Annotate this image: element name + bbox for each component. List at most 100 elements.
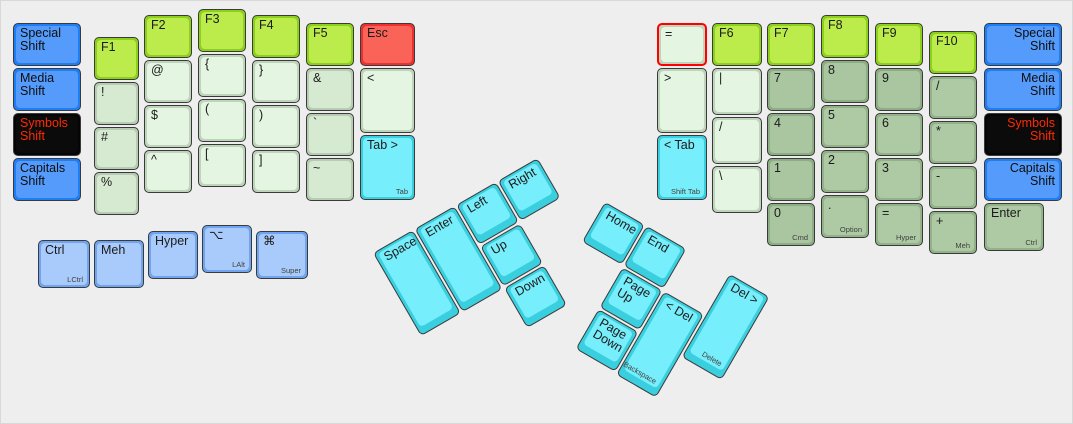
key-label: F1 (101, 40, 116, 54)
left-inner-column-key-3[interactable]: ~ (306, 158, 354, 201)
key-sublabel: LCtrl (67, 275, 83, 284)
left-pinky-column-key-1[interactable]: ! (94, 82, 139, 125)
key-cap: ⌘ Super (259, 234, 305, 276)
key-cap: F10 (932, 34, 974, 71)
left-inner-column-key-0[interactable]: F5 (306, 23, 354, 66)
right-ring-column-key-1[interactable]: 9 (875, 68, 923, 111)
right-shift-column-key-2[interactable]: Symbols Shift (984, 113, 1062, 156)
right-middle-column-key-2[interactable]: 5 (821, 105, 869, 148)
right-pinky-column-key-1[interactable]: / (929, 76, 977, 119)
key-label: Left (464, 193, 490, 216)
key-cap: . Option (824, 198, 866, 235)
key-cap: 9 (878, 71, 920, 108)
left-pinky-column-key-3[interactable]: % (94, 172, 139, 215)
left-ring-column-key-0[interactable]: F2 (144, 15, 192, 58)
left-super-key[interactable]: ⌘ Super (256, 231, 308, 279)
right-inner-column-key-3[interactable]: \ (712, 166, 762, 213)
key-sublabel: Delete (700, 349, 724, 369)
left-index-column-key-3[interactable]: ] (252, 150, 300, 193)
key-sublabel: Option (839, 225, 862, 234)
key-label: F6 (719, 26, 734, 40)
right-far-inner-column-key-2[interactable]: < Tab Shift Tab (657, 135, 707, 200)
left-shift-column-key-3[interactable]: Capitals Shift (13, 158, 81, 201)
key-label: F7 (774, 26, 789, 40)
right-pinky-column-key-2[interactable]: * (929, 121, 977, 164)
key-cap: 1 (770, 161, 812, 198)
right-index-column-key-2[interactable]: 4 (767, 113, 815, 156)
left-index-column-key-0[interactable]: F4 (252, 15, 300, 58)
key-label: ( (205, 102, 210, 116)
left-ring-column-key-1[interactable]: @ (144, 60, 192, 103)
right-middle-column-key-1[interactable]: 8 (821, 60, 869, 103)
key-label: F2 (151, 18, 166, 32)
key-cap: > (660, 71, 704, 130)
left-far-inner-column-key-0[interactable]: Esc (360, 23, 415, 66)
right-index-column-key-3[interactable]: 1 (767, 158, 815, 201)
left-shift-column-key-2[interactable]: Symbols Shift (13, 113, 81, 156)
right-inner-column-key-1[interactable]: | (712, 68, 762, 115)
key-cap: { (201, 57, 243, 94)
right-ring-column-key-2[interactable]: 6 (875, 113, 923, 156)
left-index-column-key-1[interactable]: } (252, 60, 300, 103)
left-inner-column-key-1[interactable]: & (306, 68, 354, 111)
key-cap: Special Shift (987, 26, 1059, 63)
right-shift-column-key-1[interactable]: Media Shift (984, 68, 1062, 111)
key-cap: Symbols Shift (16, 116, 78, 153)
key-label: 4 (774, 116, 781, 130)
key-label: Special Shift (1014, 26, 1055, 53)
key-cap: * (932, 124, 974, 161)
key-cap: ) (255, 108, 297, 145)
right-ring-column-key-0[interactable]: F9 (875, 23, 923, 66)
left-hyper-key[interactable]: Hyper (148, 231, 198, 279)
right-middle-column-key-0[interactable]: F8 (821, 15, 869, 58)
key-cap: - (932, 169, 974, 206)
left-pinky-column-key-0[interactable]: F1 (94, 37, 139, 80)
right-pinky-column-key-3[interactable]: - (929, 166, 977, 209)
key-cap: Left (461, 186, 512, 236)
left-middle-column-key-3[interactable]: [ (198, 144, 246, 187)
right-middle-column-key-3[interactable]: 2 (821, 150, 869, 193)
key-label: Space (381, 233, 420, 264)
right-far-inner-column-key-1[interactable]: > (657, 68, 707, 133)
right-far-inner-column-key-0[interactable]: = (657, 23, 707, 66)
key-sublabel: Hyper (895, 233, 916, 242)
key-label: 5 (828, 108, 835, 122)
right-ring-column-key-4[interactable]: = Hyper (875, 203, 923, 246)
right-index-column-key-4[interactable]: 0 Cmd (767, 203, 815, 246)
left-middle-column-key-1[interactable]: { (198, 54, 246, 97)
left-ctrl-key[interactable]: Ctrl LCtrl (38, 240, 90, 288)
left-meh-key[interactable]: Meh (94, 240, 144, 288)
left-alt-key[interactable]: ⌥ LAlt (202, 225, 252, 273)
key-label: Right (506, 165, 539, 192)
right-inner-column-key-2[interactable]: / (712, 117, 762, 164)
left-inner-column-key-2[interactable]: ` (306, 113, 354, 156)
left-pinky-column-key-2[interactable]: # (94, 127, 139, 170)
key-label: / (936, 79, 940, 93)
right-shift-column-key-0[interactable]: Special Shift (984, 23, 1062, 66)
key-sublabel: LAlt (232, 260, 245, 269)
right-middle-column-key-4[interactable]: . Option (821, 195, 869, 238)
key-cap: ~ (309, 161, 351, 198)
key-label: ⌘ (263, 234, 276, 248)
left-shift-column-key-0[interactable]: Special Shift (13, 23, 81, 66)
right-index-column-key-1[interactable]: 7 (767, 68, 815, 111)
left-ring-column-key-2[interactable]: $ (144, 105, 192, 148)
key-cap: 5 (824, 108, 866, 145)
right-inner-column-key-0[interactable]: F6 (712, 23, 762, 66)
left-middle-column-key-2[interactable]: ( (198, 99, 246, 142)
key-label: Symbols Shift (20, 116, 68, 143)
right-shift-column-key-3[interactable]: Capitals Shift (984, 158, 1062, 201)
right-pinky-column-key-0[interactable]: F10 (929, 31, 977, 74)
right-pinky-column-key-4[interactable]: + Meh (929, 211, 977, 254)
left-ring-column-key-3[interactable]: ^ (144, 150, 192, 193)
left-middle-column-key-0[interactable]: F3 (198, 9, 246, 52)
right-index-column-key-0[interactable]: F7 (767, 23, 815, 66)
left-index-column-key-2[interactable]: ) (252, 105, 300, 148)
left-far-inner-column-key-1[interactable]: < (360, 68, 415, 133)
right-ring-column-key-3[interactable]: 3 (875, 158, 923, 201)
right-shift-column-key-4[interactable]: Enter Ctrl (984, 203, 1044, 251)
left-far-inner-column-key-2[interactable]: Tab > Tab (360, 135, 415, 200)
left-shift-column-key-1[interactable]: Media Shift (13, 68, 81, 111)
key-sublabel: Shift Tab (670, 187, 700, 196)
key-label: + (936, 214, 944, 228)
